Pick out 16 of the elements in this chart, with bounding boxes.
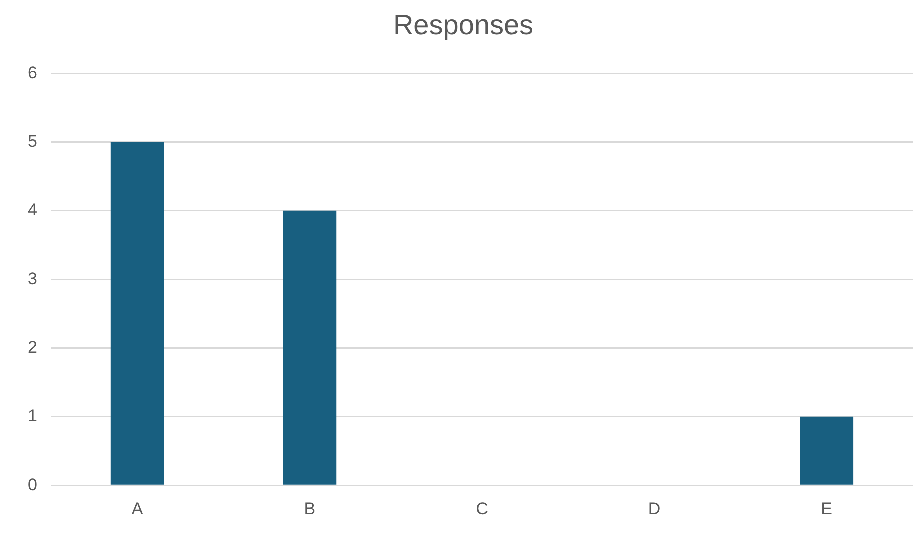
chart-title: Responses <box>393 10 534 41</box>
y-tick-label: 3 <box>28 269 38 288</box>
x-tick-label: B <box>304 499 316 518</box>
x-tick-label: D <box>648 499 661 518</box>
y-tick-label: 4 <box>28 200 38 220</box>
x-tick-label: C <box>476 499 488 518</box>
y-tick-label: 6 <box>28 63 38 82</box>
bar <box>110 142 164 485</box>
x-tick-label: E <box>821 499 833 518</box>
bar <box>283 210 337 485</box>
y-tick-label: 1 <box>28 406 38 426</box>
y-tick-label: 0 <box>28 475 38 494</box>
bar <box>800 416 854 485</box>
y-tick-label: 5 <box>28 132 38 151</box>
x-tick-label: A <box>132 499 144 518</box>
y-tick-label: 2 <box>28 338 38 357</box>
